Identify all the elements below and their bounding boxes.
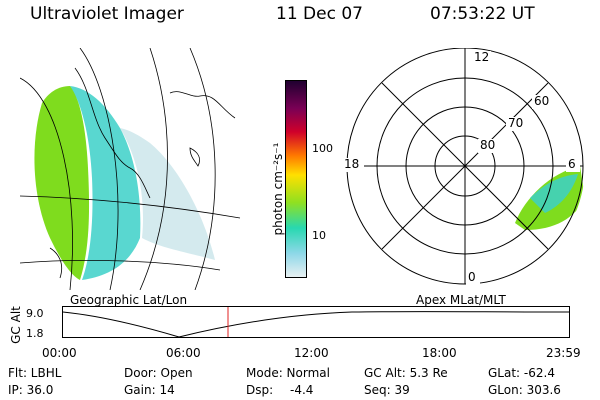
mlt-label-6: 6 bbox=[568, 157, 576, 171]
alt-plot-ylabel: GC Alt bbox=[9, 306, 23, 344]
alt-tick-high: 9.0 bbox=[26, 307, 44, 320]
info-dsp-value: -4.4 bbox=[290, 383, 314, 397]
info-mode: Mode: Normal bbox=[246, 366, 330, 380]
x-tick-0000: 00:00 bbox=[42, 346, 77, 360]
colorbar-tick-10: 10 bbox=[312, 229, 326, 242]
coastline-icon bbox=[74, 67, 151, 199]
altitude-curve bbox=[62, 311, 570, 338]
polar-plot: 12 18 6 0 80 70 60 bbox=[340, 48, 585, 290]
x-tick-2359: 23:59 bbox=[546, 346, 581, 360]
mlt-label-12: 12 bbox=[474, 50, 490, 64]
geo-map-label: Geographic Lat/Lon bbox=[70, 293, 188, 307]
lat-label-60: 60 bbox=[534, 94, 550, 108]
x-tick-0600: 06:00 bbox=[166, 346, 201, 360]
x-tick-1200: 12:00 bbox=[294, 346, 329, 360]
lat-label-70: 70 bbox=[508, 116, 524, 130]
aurora-emission-geo bbox=[34, 86, 215, 280]
alt-tick-low: 1.8 bbox=[26, 327, 44, 340]
lat-label-80: 80 bbox=[480, 138, 496, 152]
info-gc-alt: GC Alt: 5.3 Re bbox=[364, 366, 448, 380]
time-label: 07:53:22 UT bbox=[430, 4, 535, 24]
info-ip: IP: 36.0 bbox=[8, 383, 54, 397]
colorbar-label: photon cm⁻²s⁻¹ bbox=[271, 142, 285, 236]
colorbar-tick-100: 100 bbox=[312, 142, 333, 155]
x-tick-1800: 18:00 bbox=[422, 346, 457, 360]
info-gain: Gain: 14 bbox=[124, 383, 175, 397]
mlt-label-18: 18 bbox=[344, 157, 360, 171]
info-filter: Flt: LBHL bbox=[8, 366, 62, 380]
parallel-line bbox=[20, 195, 241, 219]
geographic-map bbox=[20, 48, 250, 290]
info-glat: GLat: -62.4 bbox=[488, 366, 555, 380]
altitude-plot bbox=[62, 306, 570, 338]
instrument-title: Ultraviolet Imager bbox=[30, 4, 184, 24]
date-label: 11 Dec 07 bbox=[276, 4, 363, 24]
info-glon: GLon: 303.6 bbox=[488, 383, 561, 397]
meridian-line bbox=[20, 77, 73, 290]
mlt-label-0: 0 bbox=[468, 270, 476, 284]
info-door: Door: Open bbox=[124, 366, 193, 380]
info-seq: Seq: 39 bbox=[364, 383, 410, 397]
colorbar bbox=[285, 80, 307, 278]
info-dsp-label: Dsp: bbox=[246, 383, 274, 397]
polar-map-label: Apex MLat/MLT bbox=[416, 293, 506, 307]
